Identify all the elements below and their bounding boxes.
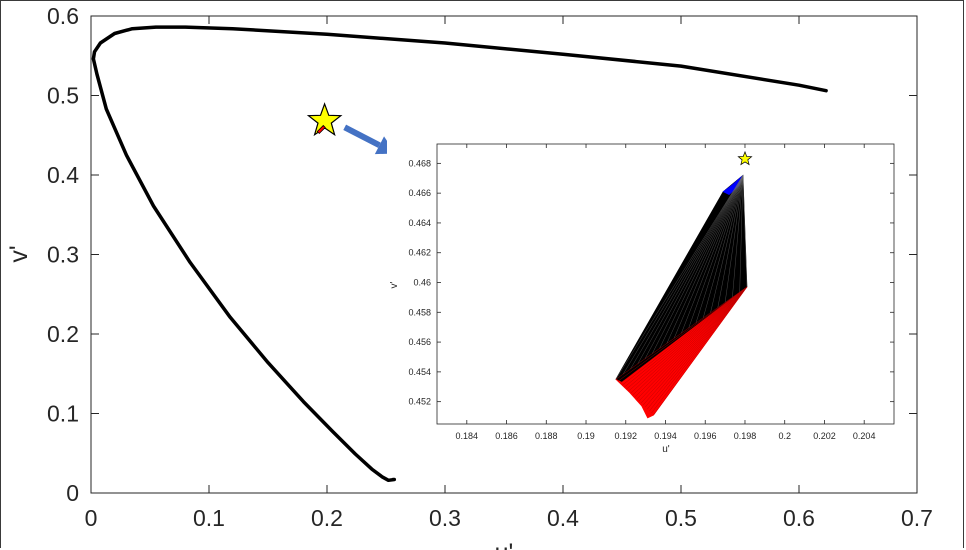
- inset-red-strand-15: [647, 286, 748, 410]
- zoom-arrow-shaft: [343, 124, 381, 148]
- inset-black-strand-4: [644, 175, 744, 359]
- inset-red-strand-3: [621, 286, 748, 386]
- main-y-tick-label-5: 0.5: [47, 83, 79, 109]
- inset-red-strand-7: [630, 286, 748, 394]
- inset-x-tick-label-6: 0.196: [694, 431, 717, 441]
- inset-black-strand-16: [732, 175, 744, 298]
- inset-red-strand-5: [626, 286, 748, 390]
- main-x-tick-label-1: 0.1: [193, 505, 225, 531]
- inset-marks: [737, 150, 753, 166]
- inset-red-strand-17: [651, 286, 748, 414]
- inset-black-strand-10: [688, 175, 744, 329]
- inset-black-strand-1: [622, 175, 744, 375]
- inset-x-tick-label-10: 0.204: [853, 431, 876, 441]
- inset-red-strand-6: [628, 286, 748, 392]
- main-marks: [306, 102, 396, 155]
- inset-black-strand-18: [742, 175, 748, 287]
- main-series: [91, 25, 828, 483]
- inset-x-tick-label-7: 0.198: [734, 431, 757, 441]
- inset-red-strand-18: [653, 286, 748, 416]
- inset-red-strand-10: [636, 286, 748, 400]
- inset-red-strand-0: [615, 286, 748, 380]
- inset-black-strand-2: [630, 175, 744, 370]
- inset-red-strand-16: [649, 286, 748, 412]
- inset-y-tick-label-2: 0.456: [408, 337, 431, 347]
- main-y-tick-label-1: 0.1: [47, 401, 79, 427]
- inset-x-tick-label-1: 0.186: [495, 431, 518, 441]
- inset-ticks: 0.184 0.186 0.188 0.19 0.192 0.194 0.196 0.198 0…: [408, 144, 894, 441]
- inset-y-tick-label-5: 0.462: [408, 248, 431, 258]
- inset-black-strand-12: [703, 175, 744, 318]
- main-x-tick-label-4: 0.4: [547, 505, 579, 531]
- inset-black-strand-13: [710, 175, 744, 313]
- inset-red-strand-11: [638, 286, 748, 402]
- inset-y-tick-label-3: 0.458: [408, 307, 431, 317]
- main-ticks: 0 0.1 0.2 0.3 0.4 0.5 0.6 0.7 0 0.1 0.2 0.3 0.4 0.5 0.…: [47, 3, 933, 531]
- main-y-axis-label: v': [5, 245, 33, 262]
- inset-y-tick-label-0: 0.452: [408, 397, 431, 407]
- inset-red-strand-1: [617, 286, 748, 382]
- inset-x-axis-label: u': [662, 444, 670, 455]
- inset-black-strand-17: [739, 175, 744, 293]
- inset-x-tick-label-4: 0.192: [614, 431, 637, 441]
- locus-curve-0: [91, 25, 828, 483]
- inset-black-strand-5: [652, 175, 744, 354]
- main-y-tick-label-2: 0.2: [47, 321, 79, 347]
- inset-y-tick-label-8: 0.468: [408, 158, 431, 168]
- main-x-tick-label-3: 0.3: [429, 505, 461, 531]
- inset-chart: 0.184 0.186 0.188 0.19 0.192 0.194 0.196 0.198 0…: [387, 134, 904, 456]
- inset-black-strand-6: [659, 175, 744, 349]
- inset-x-tick-label-9: 0.202: [813, 431, 836, 441]
- inset-black-strand-14: [717, 175, 744, 308]
- inset-y-tick-label-7: 0.466: [408, 188, 431, 198]
- main-x-tick-label-5: 0.5: [665, 505, 697, 531]
- inset-black-strand-0: [615, 175, 744, 380]
- main-x-axis-label: u': [495, 539, 514, 550]
- inset-y-tick-label-1: 0.454: [408, 367, 431, 377]
- inset-red-strand-14: [645, 286, 748, 408]
- inset-x-tick-label-5: 0.194: [654, 431, 677, 441]
- main-chart: 0 0.1 0.2 0.3 0.4 0.5 0.6 0.7 0 0.1 0.2 0.3 0.4 0.5 0.…: [5, 3, 933, 550]
- inset-black-strand-15: [724, 175, 744, 303]
- main-y-tick-label-6: 0.6: [47, 3, 79, 29]
- inset-x-tick-label-0: 0.184: [456, 431, 479, 441]
- inset-black-strand-9: [681, 175, 744, 334]
- main-star-marker: [306, 102, 343, 137]
- inset-red-strand-13: [642, 286, 748, 406]
- inset-star-marker: [737, 150, 753, 166]
- inset-series: [615, 174, 748, 419]
- inset-red-strand-4: [624, 286, 748, 388]
- main-y-tick-label-3: 0.3: [47, 242, 79, 268]
- inset-x-tick-label-8: 0.2: [778, 431, 791, 441]
- inset-red-fan: [615, 286, 748, 419]
- inset-x-tick-label-3: 0.19: [577, 431, 595, 441]
- inset-y-axis-label: v': [389, 281, 400, 288]
- main-y-tick-label-0: 0: [66, 480, 79, 506]
- inset-black-strand-8: [673, 175, 744, 339]
- inset-y-tick-label-4: 0.46: [413, 278, 431, 288]
- inset-y-tick-label-6: 0.464: [408, 218, 431, 228]
- inset-red-strand-9: [634, 286, 748, 398]
- inset-black-strand-11: [695, 175, 744, 323]
- inset-red-strand-12: [640, 286, 748, 404]
- inset-red-strand-2: [619, 286, 748, 384]
- main-red-patch: [316, 124, 326, 135]
- inset-black-strand-3: [637, 175, 744, 365]
- inset-red-strand-8: [632, 286, 748, 396]
- main-x-tick-label-7: 0.7: [901, 505, 933, 531]
- inset-x-tick-label-2: 0.188: [535, 431, 558, 441]
- main-y-tick-label-4: 0.4: [47, 162, 79, 188]
- inset-black-strand-7: [666, 175, 744, 344]
- main-x-tick-label-2: 0.2: [311, 505, 343, 531]
- main-x-tick-label-0: 0: [85, 505, 98, 531]
- main-x-tick-label-6: 0.6: [783, 505, 815, 531]
